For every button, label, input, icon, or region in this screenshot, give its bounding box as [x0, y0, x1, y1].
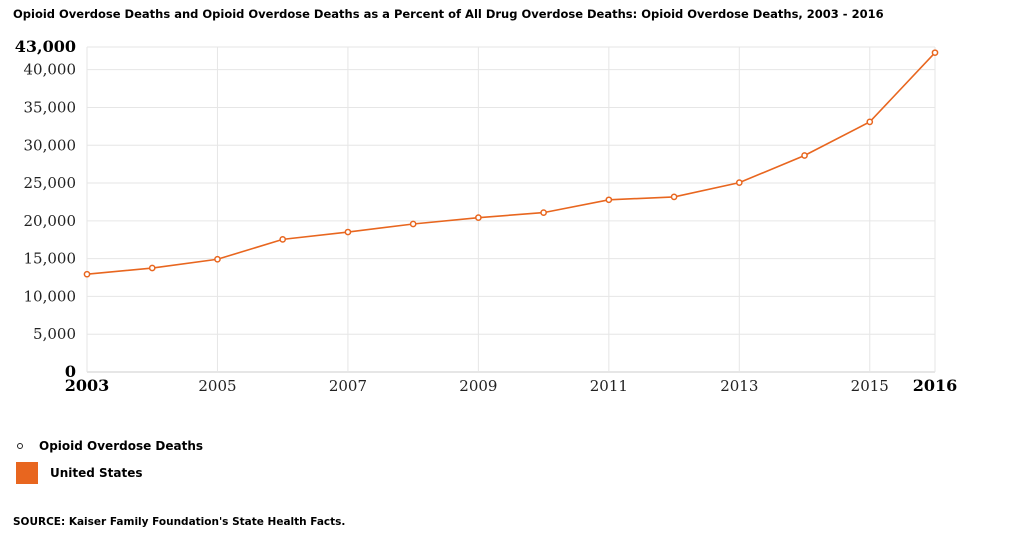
data-point[interactable] — [83, 270, 91, 278]
data-point[interactable] — [214, 255, 221, 263]
legend-item-series[interactable]: Opioid Overdose Deaths — [16, 439, 203, 453]
y-tick-label: 5,000 — [33, 325, 76, 343]
y-tick-label: 10,000 — [24, 287, 77, 305]
data-point[interactable] — [931, 49, 939, 57]
data-point[interactable] — [344, 228, 352, 236]
x-tick-label: 2003 — [65, 376, 110, 395]
legend-item-region[interactable]: United States — [16, 462, 143, 484]
legend-series-label: Opioid Overdose Deaths — [39, 439, 204, 453]
x-axis-ticks: 2003 2005 2007 2009 2011 2013 2015 2016 — [65, 376, 958, 395]
x-tick-label: 2013 — [720, 377, 758, 395]
y-tick-label: 30,000 — [24, 136, 77, 154]
circle-marker-icon — [17, 443, 23, 449]
legend-region-label: United States — [50, 466, 143, 480]
data-point[interactable] — [148, 264, 156, 272]
data-point[interactable] — [540, 209, 547, 216]
x-tick-label: 2007 — [329, 377, 367, 395]
y-tick-label: 20,000 — [24, 212, 77, 230]
y-tick-label: 40,000 — [24, 61, 77, 79]
data-point[interactable] — [866, 118, 874, 126]
y-tick-label: 35,000 — [24, 98, 77, 116]
series-line — [86, 52, 936, 275]
chart-title: Opioid Overdose Deaths and Opioid Overdo… — [13, 7, 884, 21]
y-tick-label: 15,000 — [24, 250, 77, 268]
y-tick-label: 25,000 — [24, 174, 77, 192]
x-tick-label: 2015 — [851, 377, 889, 395]
y-tick-label: 43,000 — [15, 37, 76, 56]
series-group — [83, 49, 939, 278]
x-tick-label: 2016 — [913, 376, 958, 395]
source-note: SOURCE: Kaiser Family Foundation's State… — [13, 516, 346, 528]
data-point[interactable] — [475, 214, 482, 221]
grid-lines — [86, 46, 936, 373]
line-chart: 0 5,000 10,000 15,000 20,000 25,000 30,000 35,0… — [15, 37, 958, 395]
data-point[interactable] — [801, 152, 808, 159]
data-point[interactable] — [670, 193, 678, 201]
y-tick-label: 0 — [65, 362, 76, 381]
data-point[interactable] — [735, 179, 743, 187]
y-axis-ticks: 0 5,000 10,000 15,000 20,000 25,000 30,000 35,0… — [15, 37, 76, 381]
x-tick-label: 2005 — [198, 377, 236, 395]
data-point[interactable] — [279, 236, 287, 243]
color-swatch-icon — [16, 462, 38, 484]
x-tick-label: 2009 — [459, 377, 497, 395]
data-point[interactable] — [409, 220, 417, 228]
data-point[interactable] — [605, 196, 613, 204]
x-tick-label: 2011 — [590, 377, 628, 395]
